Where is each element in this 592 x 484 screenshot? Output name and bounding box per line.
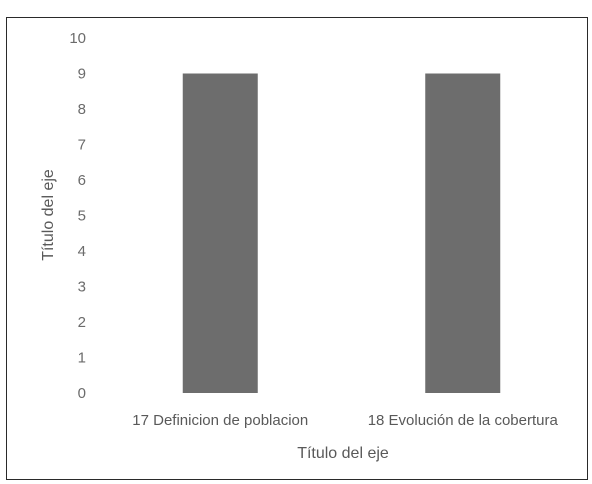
y-tick-label: 4 — [78, 243, 86, 260]
y-tick-label: 3 — [78, 279, 86, 296]
bar — [425, 73, 501, 393]
category-labels: 17 Definicion de poblacion 18 Evolución d… — [132, 412, 558, 429]
bar — [182, 73, 258, 393]
category-label: 18 Evolución de la cobertura — [368, 412, 559, 429]
bars — [182, 73, 501, 393]
y-tick-label: 2 — [78, 314, 86, 331]
y-tick-label: 1 — [78, 350, 86, 367]
y-tick-label: 9 — [78, 66, 86, 83]
y-tick-label: 0 — [78, 385, 86, 402]
y-tick-label: 6 — [78, 172, 86, 189]
y-tick-label: 8 — [78, 101, 86, 118]
y-tick-labels: 0 1 2 3 4 5 6 7 8 9 10 — [69, 30, 86, 402]
y-axis-title: Título del eje — [40, 169, 57, 261]
y-tick-label: 5 — [78, 208, 86, 225]
y-tick-label: 10 — [69, 30, 86, 47]
category-label: 17 Definicion de poblacion — [132, 412, 308, 429]
y-tick-label: 7 — [78, 137, 86, 154]
x-axis-title: Título del eje — [297, 445, 389, 462]
